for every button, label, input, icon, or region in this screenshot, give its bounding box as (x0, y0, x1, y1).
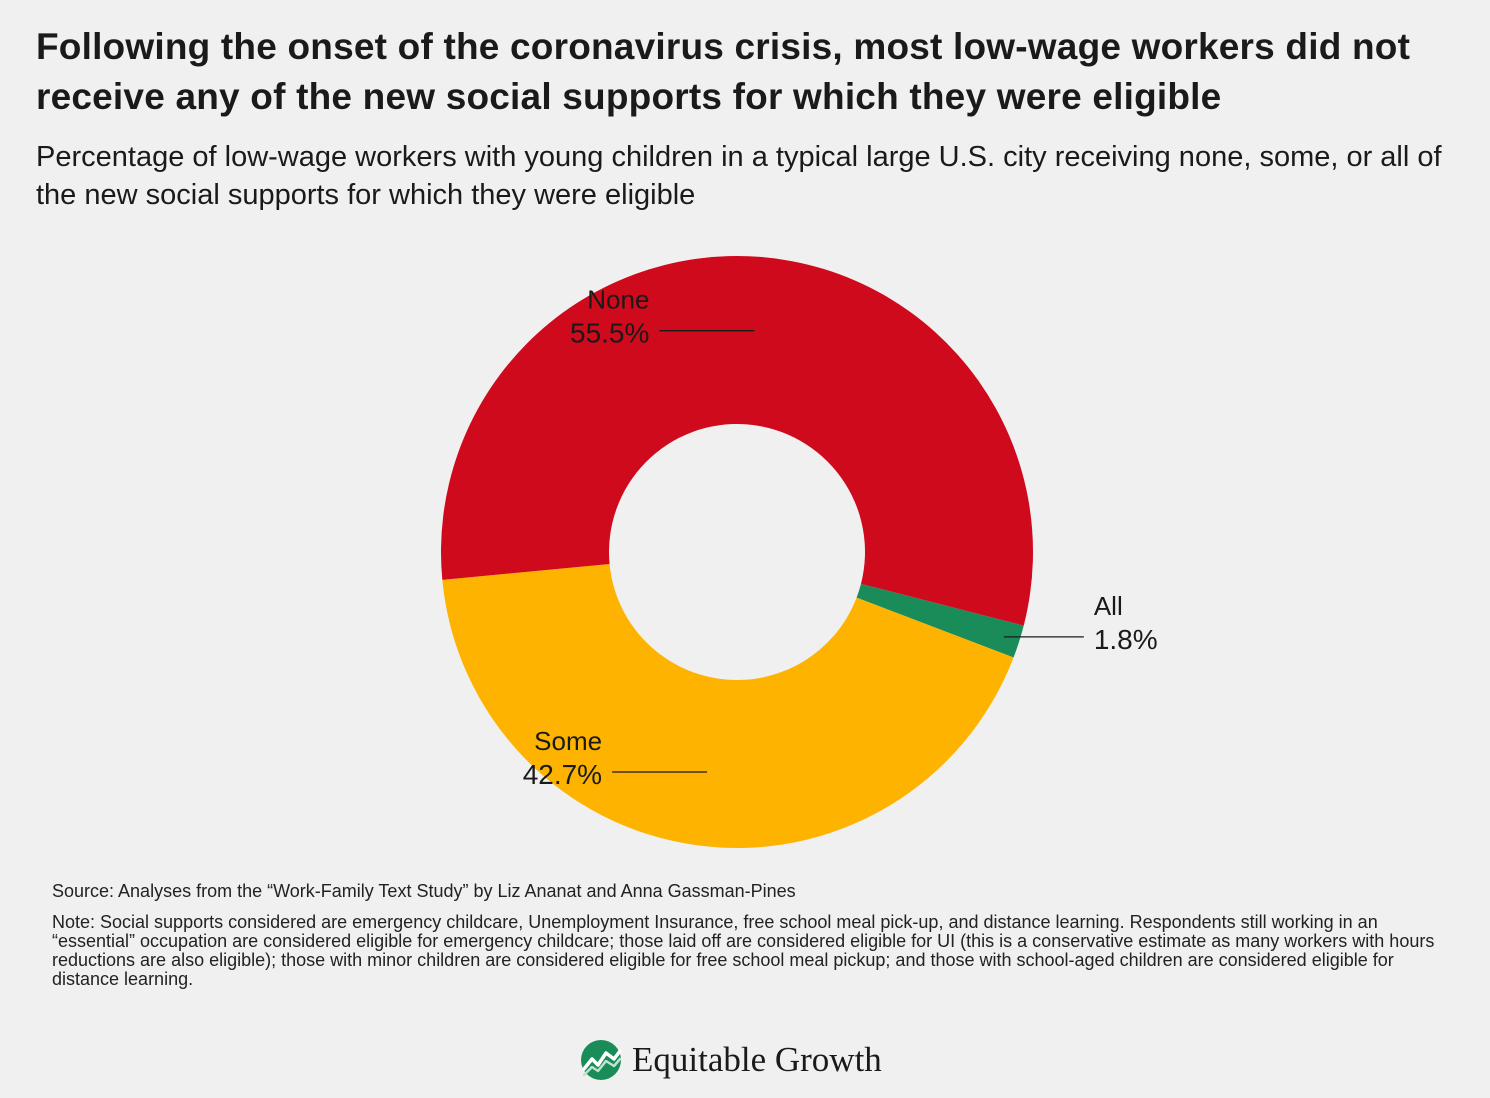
brand-logo: Equitable Growth (580, 1036, 882, 1084)
methodology-note: Note: Social supports considered are eme… (52, 912, 1435, 989)
source-note: Source: Analyses from the “Work-Family T… (52, 881, 796, 901)
slice-label-all: All (1094, 591, 1123, 621)
donut-slices (441, 256, 1033, 848)
equitable-growth-logo-icon (581, 1040, 622, 1080)
slice-value-all: 1.8% (1094, 624, 1158, 655)
slice-some (442, 564, 1014, 848)
slice-value-none: 55.5% (570, 318, 649, 349)
chart-subtitle: Percentage of low-wage workers with youn… (36, 141, 1442, 211)
slice-all (856, 583, 1024, 658)
slice-label-some: Some (534, 726, 602, 756)
slice-label-none: None (587, 285, 649, 315)
slice-value-some: 42.7% (523, 759, 602, 790)
brand-name: Equitable Growth (632, 1040, 882, 1079)
slice-none (441, 256, 1033, 626)
chart-title: Following the onset of the coronavirus c… (36, 26, 1411, 117)
leader-lines (612, 330, 1084, 773)
